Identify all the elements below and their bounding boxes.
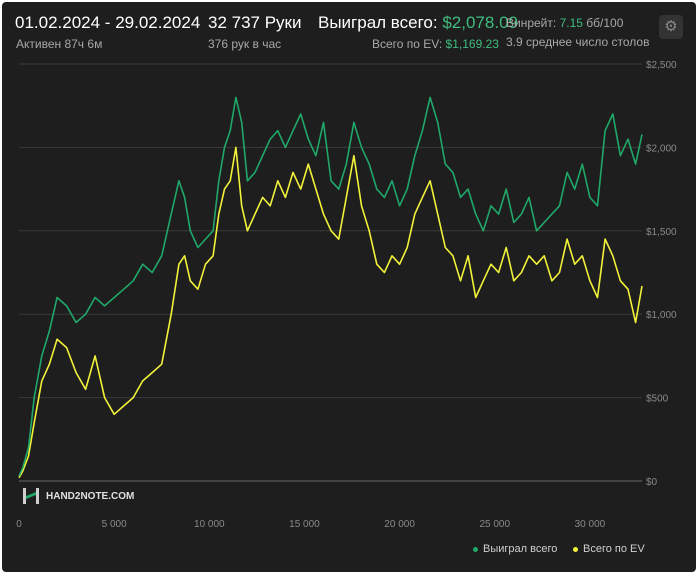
hand2note-logo-icon	[23, 488, 39, 504]
chart-panel	[2, 2, 696, 572]
gear-icon[interactable]: ⚙	[659, 15, 683, 39]
series-line-ev	[18, 146, 643, 479]
winrate-value: 7.15	[559, 16, 583, 30]
x-tick-label: 15 000	[289, 519, 320, 530]
hands-count: 32 737 Руки	[208, 13, 302, 32]
series-line-won	[18, 96, 643, 477]
total-ev-label: Всего по EV:	[372, 37, 443, 51]
y-tick-label: $1,000	[646, 310, 677, 321]
legend-dot-ev	[573, 546, 578, 552]
x-tick-label: 5 000	[102, 519, 127, 530]
logo-text: HAND2NOTE.COM	[46, 490, 135, 502]
series-lines	[18, 96, 643, 479]
date-range: 01.02.2024 - 29.02.2024	[15, 13, 201, 32]
x-tick-label: 30 000	[575, 519, 606, 530]
avg-tables: 3.9 среднее число столов	[506, 35, 650, 49]
y-tick-label: $2,500	[646, 60, 677, 71]
logo: HAND2NOTE.COM	[22, 487, 134, 505]
winrate: Винрейт: 7.15 бб/100	[506, 16, 623, 30]
legend-item-ev[interactable]: Всего по EV	[573, 543, 645, 555]
x-tick-label: 0	[16, 519, 22, 530]
hands-per-hour: 376 рук в час	[208, 37, 282, 51]
y-tick-label: $500	[646, 394, 669, 405]
legend-item-won[interactable]: Выиграл всего	[473, 543, 557, 555]
legend-label-ev: Всего по EV	[583, 543, 645, 555]
winrate-unit: бб/100	[586, 16, 624, 30]
x-tick-label: 20 000	[384, 519, 415, 530]
winrate-label: Винрейт:	[506, 16, 557, 30]
x-tick-label: 10 000	[194, 519, 225, 530]
y-tick-label: $1,500	[646, 227, 677, 238]
active-time: Активен 87ч 6м	[16, 37, 103, 51]
legend-label-won: Выиграл всего	[483, 543, 558, 555]
grid	[19, 63, 642, 482]
total-won-value: $2,078.09	[442, 13, 518, 32]
y-tick-label: $2,000	[646, 143, 677, 154]
x-tick-label: 25 000	[479, 519, 510, 530]
legend-dot-won	[473, 546, 478, 552]
total-won-label: Выиграл всего:	[318, 13, 438, 32]
total-won: Выиграл всего: $2,078.09	[318, 13, 518, 33]
total-ev-value: $1,169.23	[445, 37, 499, 51]
y-tick-label: $0	[646, 477, 658, 488]
axis-ticks: $0 $500 $1,000 $1,500 $2,000 $2,500 0 5 000 10 0…	[16, 60, 677, 530]
total-ev: Всего по EV: $1,169.23	[372, 37, 499, 51]
